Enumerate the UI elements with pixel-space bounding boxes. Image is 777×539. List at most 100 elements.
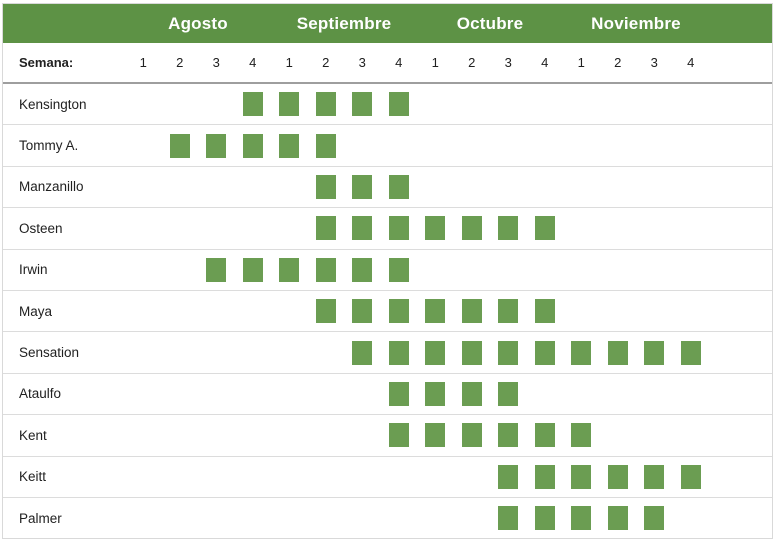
week-cell bbox=[490, 415, 527, 455]
week-cell bbox=[636, 125, 673, 165]
week-cell bbox=[600, 457, 637, 497]
table-row: Manzanillo bbox=[3, 165, 772, 208]
availability-square bbox=[315, 133, 336, 158]
availability-square bbox=[425, 381, 446, 406]
availability-square bbox=[498, 381, 519, 406]
table-row: Maya bbox=[3, 289, 772, 332]
availability-square bbox=[498, 423, 519, 448]
variety-name: Keitt bbox=[19, 469, 47, 485]
week-cell bbox=[162, 415, 199, 455]
month-label-noviembre: Noviembre bbox=[591, 13, 681, 33]
availability-square bbox=[352, 257, 373, 282]
week-cell bbox=[636, 167, 673, 207]
week-cell bbox=[527, 291, 564, 331]
week-cell bbox=[308, 332, 345, 372]
week-cell bbox=[563, 415, 600, 455]
week-cell bbox=[600, 125, 637, 165]
week-number: 4 bbox=[541, 55, 549, 70]
week-cell bbox=[490, 457, 527, 497]
week-number: 1 bbox=[285, 55, 293, 70]
table-row: Kensington bbox=[3, 84, 772, 125]
week-cell bbox=[454, 457, 491, 497]
availability-square bbox=[352, 340, 373, 365]
month-label-septiembre: Septiembre bbox=[296, 13, 392, 33]
week-cell bbox=[527, 498, 564, 538]
week-cell bbox=[381, 291, 418, 331]
week-cell bbox=[673, 415, 710, 455]
availability-square bbox=[352, 299, 373, 324]
week-cell bbox=[235, 415, 272, 455]
week-cell bbox=[344, 332, 381, 372]
week-cell bbox=[527, 208, 564, 248]
week-number: 1 bbox=[431, 55, 439, 70]
availability-square bbox=[571, 340, 592, 365]
availability-square bbox=[388, 216, 409, 241]
week-cell bbox=[417, 332, 454, 372]
week-cell bbox=[162, 84, 199, 124]
week-cell bbox=[417, 125, 454, 165]
week-cell bbox=[673, 167, 710, 207]
week-cell bbox=[125, 208, 162, 248]
week-cell bbox=[600, 498, 637, 538]
week-number: 1 bbox=[577, 55, 585, 70]
week-cell bbox=[600, 84, 637, 124]
week-cell bbox=[600, 291, 637, 331]
variety-name: Manzanillo bbox=[19, 179, 84, 195]
week-cell bbox=[381, 457, 418, 497]
variety-name: Sensation bbox=[19, 345, 80, 361]
week-cell bbox=[417, 208, 454, 248]
availability-square bbox=[644, 506, 665, 531]
table-row: Irwin bbox=[3, 248, 772, 290]
week-cell bbox=[198, 208, 235, 248]
week-number: 3 bbox=[504, 55, 512, 70]
week-cell bbox=[454, 84, 491, 124]
week-cell bbox=[563, 457, 600, 497]
availability-square bbox=[571, 506, 592, 531]
week-cell bbox=[125, 84, 162, 124]
availability-square bbox=[571, 464, 592, 489]
week-cell bbox=[344, 291, 381, 331]
week-cell bbox=[490, 250, 527, 290]
week-cell bbox=[381, 332, 418, 372]
week-number: 4 bbox=[395, 55, 403, 70]
week-number: 2 bbox=[322, 55, 330, 70]
week-cell bbox=[527, 167, 564, 207]
week-cell bbox=[235, 250, 272, 290]
week-cell bbox=[235, 332, 272, 372]
availability-square bbox=[644, 464, 665, 489]
week-cell bbox=[125, 332, 162, 372]
availability-square bbox=[352, 216, 373, 241]
availability-square bbox=[461, 423, 482, 448]
week-cell bbox=[600, 167, 637, 207]
week-cell bbox=[454, 415, 491, 455]
availability-square bbox=[680, 464, 701, 489]
week-cell bbox=[636, 250, 673, 290]
week-cell bbox=[673, 125, 710, 165]
availability-square bbox=[242, 257, 263, 282]
availability-square bbox=[169, 133, 190, 158]
week-cell bbox=[673, 332, 710, 372]
variety-name: Irwin bbox=[19, 262, 48, 278]
availability-square bbox=[498, 340, 519, 365]
week-cell bbox=[673, 291, 710, 331]
week-cell bbox=[271, 208, 308, 248]
week-cell bbox=[454, 332, 491, 372]
semana-label: Semana: bbox=[19, 55, 74, 70]
week-cell bbox=[454, 498, 491, 538]
week-cell bbox=[235, 291, 272, 331]
availability-square bbox=[315, 174, 336, 199]
availability-square bbox=[352, 174, 373, 199]
availability-square bbox=[461, 381, 482, 406]
month-label-agosto: Agosto bbox=[168, 13, 228, 33]
week-cell bbox=[673, 250, 710, 290]
week-cell bbox=[527, 125, 564, 165]
availability-square bbox=[461, 216, 482, 241]
week-cell bbox=[125, 415, 162, 455]
week-cell bbox=[563, 332, 600, 372]
week-cell bbox=[308, 84, 345, 124]
week-cell bbox=[563, 167, 600, 207]
week-cell bbox=[527, 84, 564, 124]
week-cell bbox=[490, 332, 527, 372]
availability-square bbox=[425, 423, 446, 448]
week-cell bbox=[381, 208, 418, 248]
